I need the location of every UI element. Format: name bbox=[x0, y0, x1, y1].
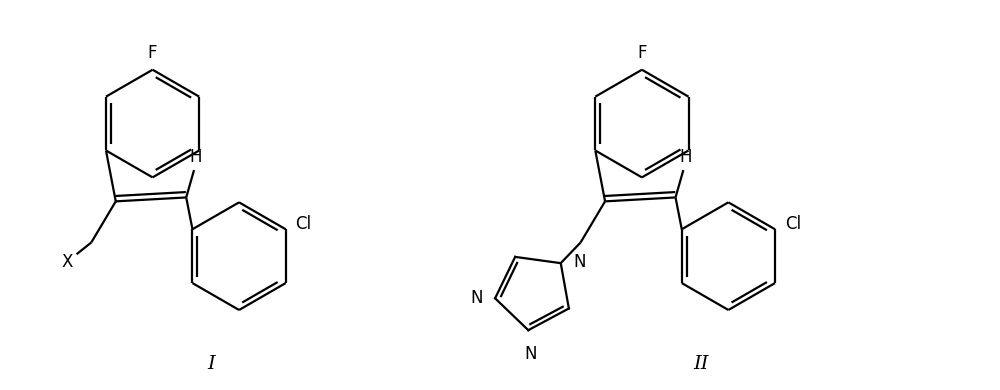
Text: I: I bbox=[207, 355, 215, 373]
Text: II: II bbox=[693, 355, 708, 373]
Text: F: F bbox=[637, 44, 647, 62]
Text: X: X bbox=[61, 253, 73, 271]
Text: N: N bbox=[524, 345, 537, 363]
Text: N: N bbox=[471, 289, 483, 307]
Text: H: H bbox=[190, 148, 202, 166]
Text: Cl: Cl bbox=[785, 215, 801, 233]
Text: F: F bbox=[148, 44, 157, 62]
Text: N: N bbox=[573, 253, 586, 271]
Text: H: H bbox=[679, 148, 692, 166]
Text: Cl: Cl bbox=[295, 215, 312, 233]
